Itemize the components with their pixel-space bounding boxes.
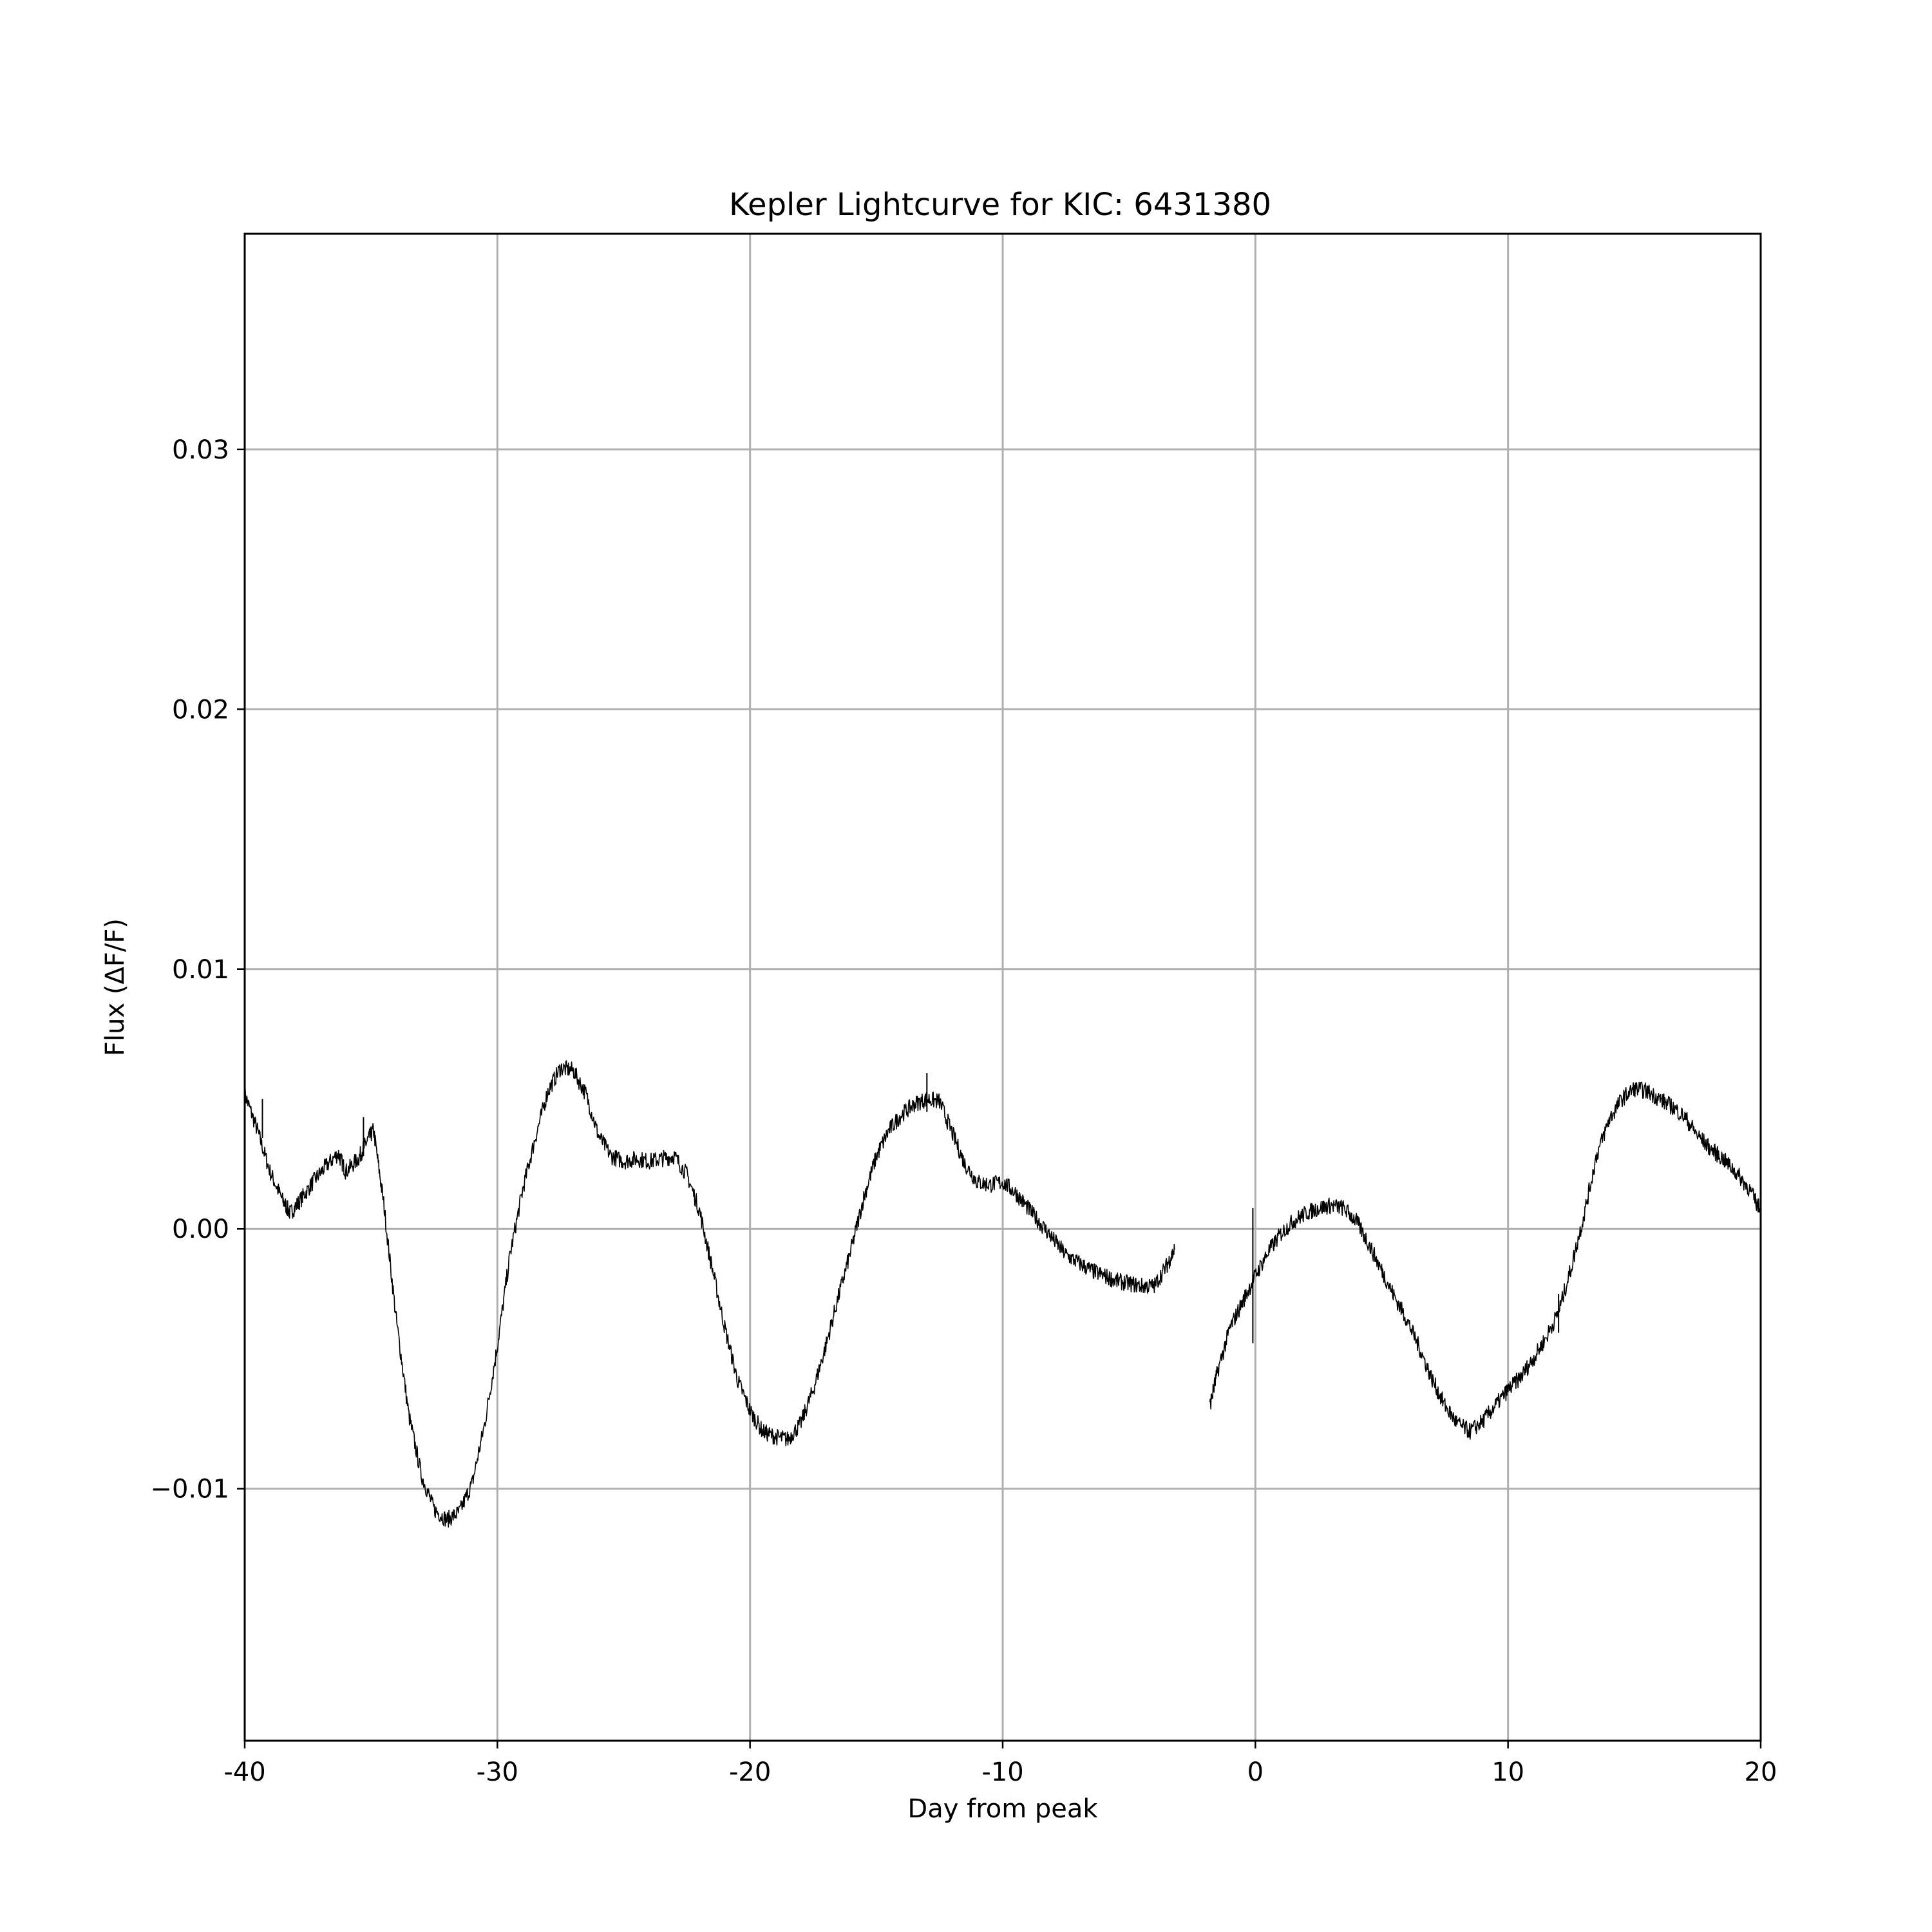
x-tick-label: 0 <box>1247 1757 1264 1787</box>
lightcurve-segment <box>1209 1081 1761 1440</box>
x-tick-label: -10 <box>981 1757 1023 1787</box>
y-tick-label: 0.02 <box>172 695 229 724</box>
y-axis-label: Flux (ΔF/F) <box>100 918 130 1056</box>
x-tick-label: -20 <box>729 1757 771 1787</box>
chart-title: Kepler Lightcurve for KIC: 6431380 <box>729 187 1271 223</box>
grid-lines <box>243 234 1762 1741</box>
x-tick-label: -40 <box>223 1757 265 1787</box>
y-tick-label: 0.03 <box>172 435 229 465</box>
axis-ticks: -40 -30 -20 -10 0 10 20 −0.01 0.00 0.01 0.02 0.03 <box>150 435 1777 1787</box>
x-tick-label: 10 <box>1492 1757 1524 1787</box>
data-series <box>244 1060 1761 1528</box>
x-tick-label: 20 <box>1745 1757 1777 1787</box>
lightcurve-segment <box>244 1060 1175 1528</box>
x-tick-label: -30 <box>477 1757 518 1787</box>
y-tick-label: 0.00 <box>172 1215 229 1244</box>
y-tick-label: −0.01 <box>150 1475 229 1504</box>
x-axis-label: Day from peak <box>907 1794 1098 1824</box>
y-tick-label: 0.01 <box>172 955 229 985</box>
